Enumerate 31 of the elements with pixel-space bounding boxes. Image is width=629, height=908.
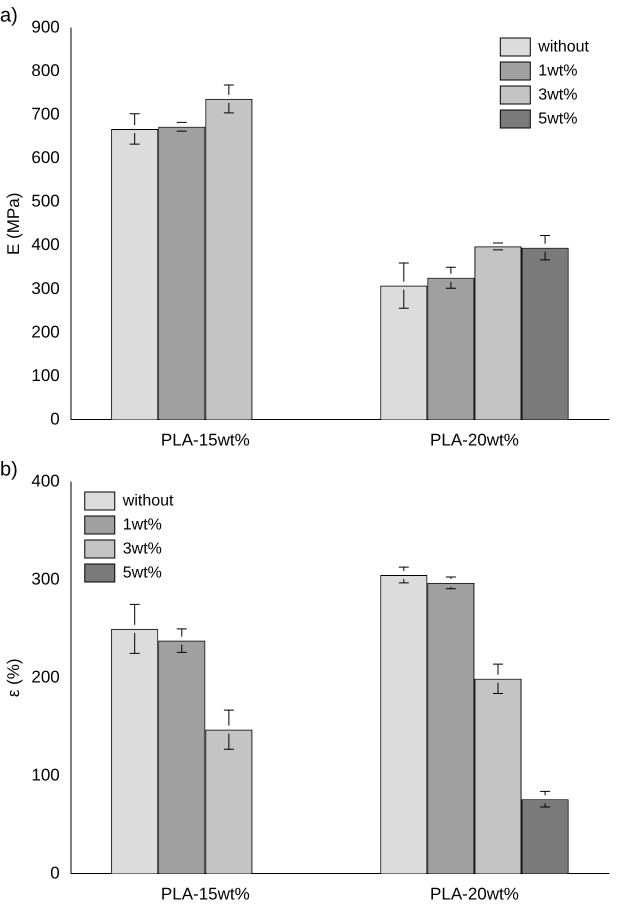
y-tick-label: 400: [31, 235, 60, 254]
legend-label: 3wt%: [122, 540, 162, 558]
legend-label: 3wt%: [538, 86, 578, 104]
legend-label: 5wt%: [122, 564, 162, 582]
y-tick-label: 0: [50, 409, 60, 428]
y-tick-label: 100: [31, 366, 60, 385]
y-tick-label: 300: [31, 278, 60, 298]
legend-label: 5wt%: [538, 110, 578, 128]
legend-label: 1wt%: [538, 62, 578, 80]
chart-title: b): [0, 458, 18, 481]
y-axis-title: E (MPa): [4, 192, 23, 255]
y-tick-label: 100: [31, 765, 60, 784]
x-tick-label: PLA-15wt%: [160, 884, 250, 904]
y-tick-label: 500: [31, 192, 60, 211]
y-tick-label: 400: [31, 472, 60, 491]
x-tick-label: PLA-20wt%: [430, 884, 519, 904]
y-tick-label: 900: [31, 18, 60, 37]
legend-label: without: [537, 38, 590, 56]
y-tick-label: 200: [31, 667, 60, 686]
y-tick-label: 300: [31, 570, 60, 589]
y-tick-label: 200: [31, 322, 60, 342]
y-axis-title: ε (%): [4, 658, 23, 698]
x-tick-label: PLA-15wt%: [160, 430, 250, 450]
y-tick-label: 600: [31, 148, 60, 168]
y-tick-label: 0: [50, 863, 60, 882]
legend-label: 1wt%: [122, 516, 162, 534]
legend-label: without: [122, 492, 174, 510]
x-tick-label: PLA-20wt%: [430, 430, 519, 450]
y-tick-label: 800: [31, 61, 60, 80]
chart-title: a): [0, 4, 18, 27]
y-tick-label: 700: [31, 104, 60, 124]
